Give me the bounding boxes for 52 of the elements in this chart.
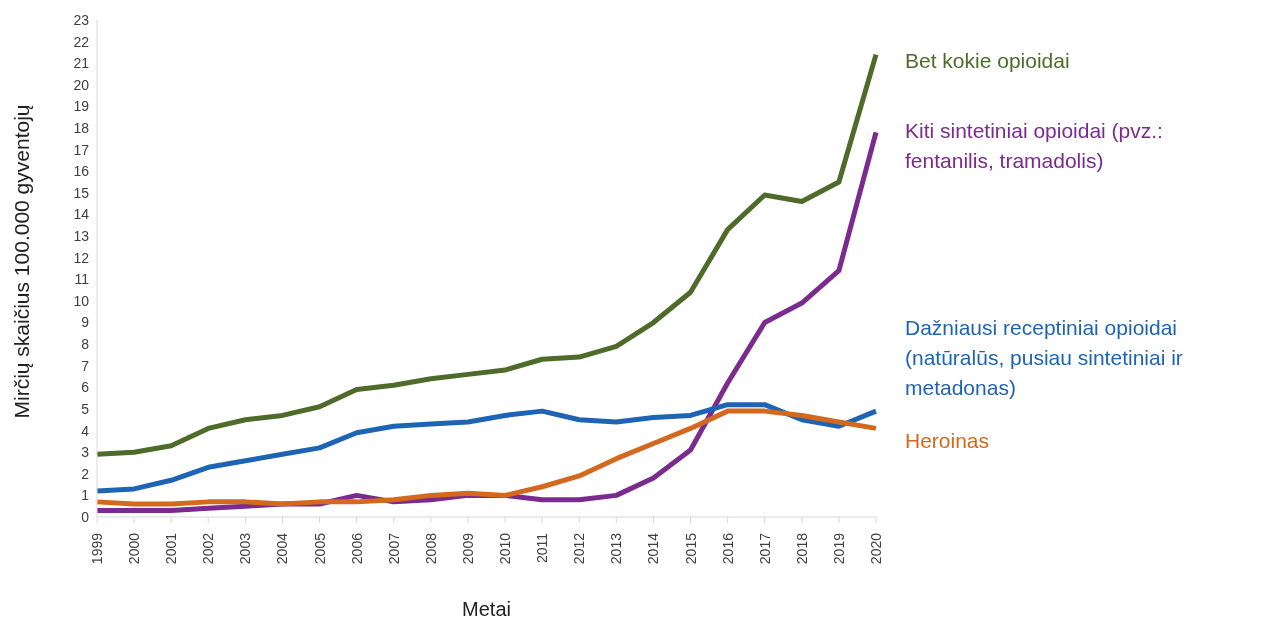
series-label: Heroinas	[905, 428, 991, 454]
y-tick-label: 1	[81, 487, 90, 504]
y-tick-label: 17	[73, 141, 90, 158]
x-tick-label: 2010	[497, 532, 514, 565]
y-tick-label: 3	[81, 444, 90, 461]
x-tick-label: 2008	[422, 532, 439, 565]
x-tick-label: 2018	[793, 532, 810, 565]
series-label: Bet kokie opioidai	[905, 48, 1071, 74]
series-label: Dažniausi receptiniai opioidai (natūralūs, pusiau sintetiniai ir metadonas)	[905, 315, 1184, 401]
x-tick-label: 2002	[200, 532, 217, 565]
x-tick-label: 2012	[571, 532, 588, 565]
y-tick-label: 7	[81, 357, 90, 374]
y-tick-label: 0	[81, 508, 90, 525]
x-tick-label: 2006	[348, 532, 365, 565]
y-tick-label: 18	[73, 120, 90, 137]
x-tick-label: 2013	[608, 532, 625, 565]
y-tick-label: 4	[81, 422, 90, 439]
y-tick-label: 15	[73, 184, 90, 201]
x-tick-label: 2005	[311, 532, 328, 565]
y-tick-label: 19	[73, 98, 90, 115]
y-tick-label: 9	[81, 314, 90, 331]
x-tick-label: 2015	[682, 532, 699, 565]
y-tick-label: 5	[81, 400, 90, 417]
y-tick-label: 11	[74, 271, 90, 288]
y-tick-label: 13	[73, 228, 90, 245]
y-tick-label: 16	[73, 163, 90, 180]
y-tick-label: 6	[81, 379, 90, 396]
y-tick-label: 10	[73, 292, 90, 309]
x-tick-label: 2014	[645, 532, 662, 565]
y-tick-label: 8	[81, 336, 90, 353]
y-tick-label: 20	[73, 76, 90, 93]
x-tick-label: 2011	[534, 532, 551, 564]
x-tick-label: 2003	[237, 532, 254, 565]
x-tick-label: 2017	[756, 532, 773, 565]
x-tick-label: 2000	[126, 532, 143, 565]
y-tick-label: 22	[73, 33, 90, 50]
x-tick-label: 2001	[163, 532, 180, 565]
y-tick-label: 21	[73, 55, 90, 72]
x-tick-label: 2007	[385, 532, 402, 565]
x-tick-label: 1999	[89, 532, 105, 565]
x-tick-label: 2019	[830, 532, 847, 565]
x-axis-title: Metai	[462, 598, 511, 620]
x-tick-label: 2004	[274, 532, 291, 565]
series-label: Kiti sintetiniai opioidai (pvz.: fentanilis, tramadolis)	[905, 118, 1164, 174]
y-axis-title: Mirčių skaičius 100.000 gyventojų	[10, 104, 34, 419]
x-tick-label: 2020	[868, 532, 884, 565]
y-tick-label: 12	[73, 249, 90, 266]
y-tick-label: 2	[81, 465, 90, 482]
y-tick-label: 23	[73, 11, 90, 28]
x-tick-label: 2016	[719, 532, 736, 565]
y-tick-label: 14	[73, 206, 90, 223]
x-tick-label: 2009	[459, 532, 476, 565]
